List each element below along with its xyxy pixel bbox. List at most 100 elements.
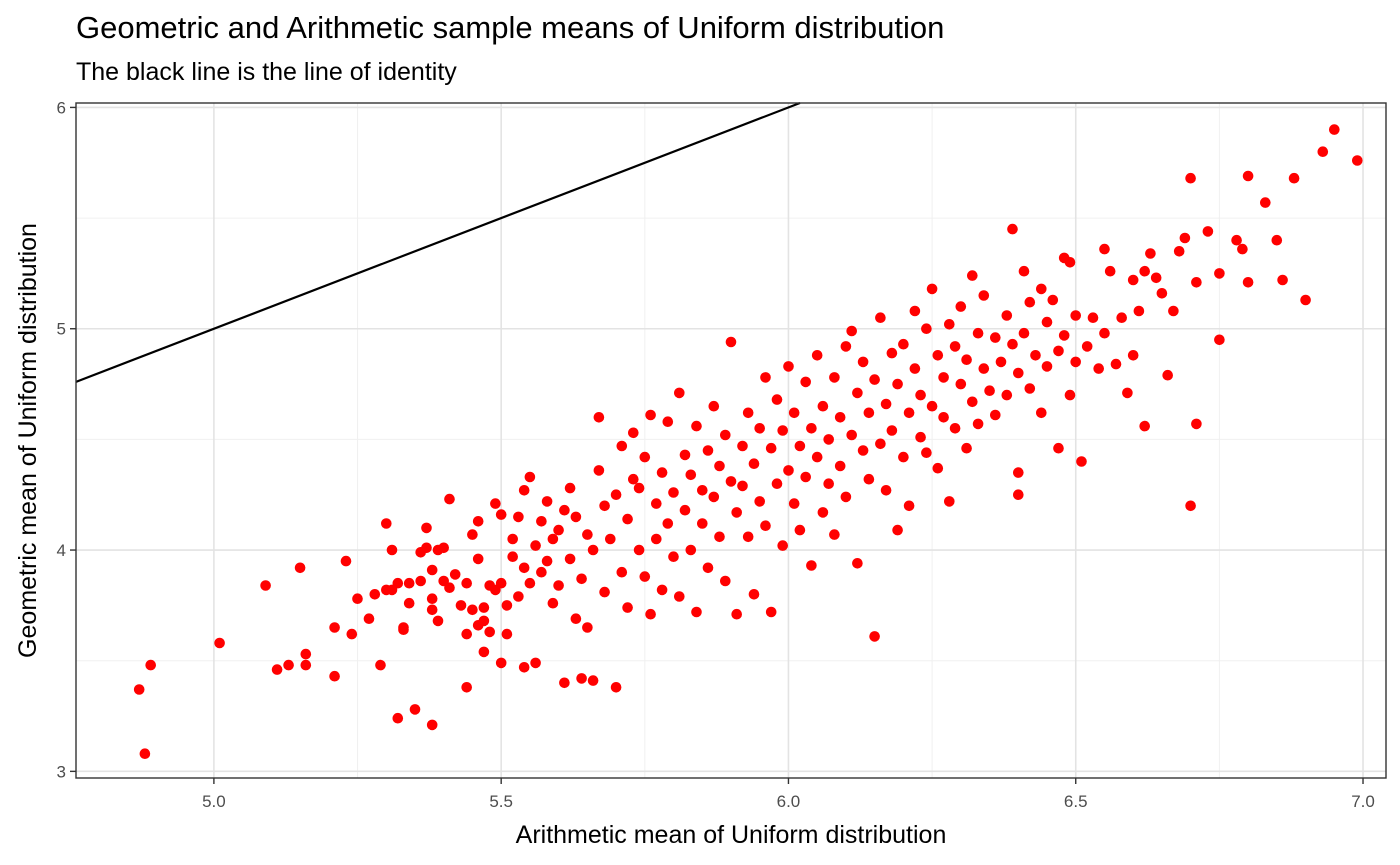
data-point	[817, 400, 829, 412]
data-point	[593, 412, 605, 423]
data-point	[823, 434, 834, 445]
data-point	[668, 487, 679, 498]
data-point	[576, 673, 587, 684]
data-point	[731, 507, 742, 518]
data-point	[955, 378, 967, 390]
data-point	[461, 577, 473, 589]
data-point	[1185, 172, 1196, 184]
data-point	[915, 431, 926, 443]
data-point	[1018, 265, 1030, 277]
y-tick-label: 3	[57, 762, 66, 781]
data-point	[518, 485, 530, 496]
data-point	[685, 544, 697, 556]
data-point	[869, 631, 880, 642]
data-point	[1076, 456, 1087, 467]
data-point	[593, 465, 605, 476]
data-point	[1317, 146, 1329, 157]
data-point	[794, 524, 806, 536]
data-point	[484, 626, 496, 638]
data-point	[392, 577, 404, 589]
data-point	[386, 544, 398, 556]
data-point	[725, 476, 737, 487]
data-point	[582, 622, 593, 633]
data-point	[800, 471, 811, 483]
data-point	[921, 323, 932, 335]
data-point	[674, 387, 685, 399]
data-point	[1104, 265, 1116, 277]
data-point	[449, 569, 461, 580]
data-point	[967, 396, 978, 408]
data-point	[426, 604, 438, 616]
data-point	[524, 577, 536, 589]
data-point	[978, 290, 990, 301]
data-point	[605, 533, 616, 545]
data-point	[478, 602, 490, 613]
data-point	[771, 394, 783, 405]
data-point	[1013, 467, 1024, 478]
data-point	[461, 682, 473, 693]
data-point	[381, 518, 392, 529]
data-point	[1024, 383, 1036, 394]
chart-subtitle: The black line is the line of identity	[76, 58, 457, 86]
data-point	[375, 659, 386, 671]
data-point	[599, 586, 610, 598]
data-point	[495, 657, 507, 669]
data-point	[501, 628, 513, 640]
data-point	[811, 451, 823, 463]
points-layer	[133, 124, 1363, 759]
data-point	[421, 542, 432, 554]
data-point	[616, 566, 628, 578]
data-point	[547, 597, 559, 609]
data-point	[1242, 277, 1254, 288]
data-point	[708, 491, 720, 503]
data-point	[777, 425, 788, 436]
data-point	[783, 465, 794, 476]
data-point	[852, 558, 863, 569]
data-point	[1300, 294, 1311, 306]
chart-title: Geometric and Arithmetic sample means of…	[76, 10, 945, 45]
y-axis-title: Geometric mean of Uniform distribution	[14, 223, 42, 658]
data-point	[1064, 257, 1076, 268]
data-point	[1099, 327, 1110, 339]
data-point	[645, 608, 656, 620]
data-point	[788, 498, 800, 509]
data-point	[518, 562, 530, 574]
data-point	[737, 440, 748, 452]
data-point	[651, 498, 662, 509]
data-point	[926, 400, 938, 412]
data-point	[949, 423, 961, 434]
data-point	[1271, 234, 1283, 246]
data-point	[570, 613, 582, 624]
data-point	[1127, 274, 1139, 286]
data-point	[1007, 338, 1018, 350]
data-point	[570, 511, 582, 523]
data-point	[754, 496, 765, 507]
data-point	[639, 571, 651, 582]
data-point	[1041, 316, 1053, 328]
data-point	[628, 427, 639, 439]
data-point	[978, 363, 990, 374]
data-point	[426, 593, 438, 604]
data-point	[403, 577, 415, 589]
data-point	[697, 485, 708, 496]
data-point	[748, 458, 760, 470]
data-point	[599, 500, 610, 512]
data-point	[260, 580, 271, 591]
data-point	[863, 473, 875, 485]
data-point	[1179, 232, 1191, 244]
data-point	[513, 591, 524, 602]
data-point	[679, 504, 691, 516]
data-point	[1047, 294, 1059, 306]
data-point	[461, 628, 473, 640]
data-point	[294, 562, 306, 574]
data-point	[811, 350, 823, 361]
data-point	[714, 460, 725, 472]
data-point	[639, 451, 651, 463]
data-point	[467, 604, 478, 616]
data-point	[472, 553, 484, 565]
x-tick-label: 7.0	[1351, 792, 1375, 811]
data-point	[829, 529, 840, 540]
data-point	[840, 341, 852, 352]
data-point	[674, 591, 685, 602]
